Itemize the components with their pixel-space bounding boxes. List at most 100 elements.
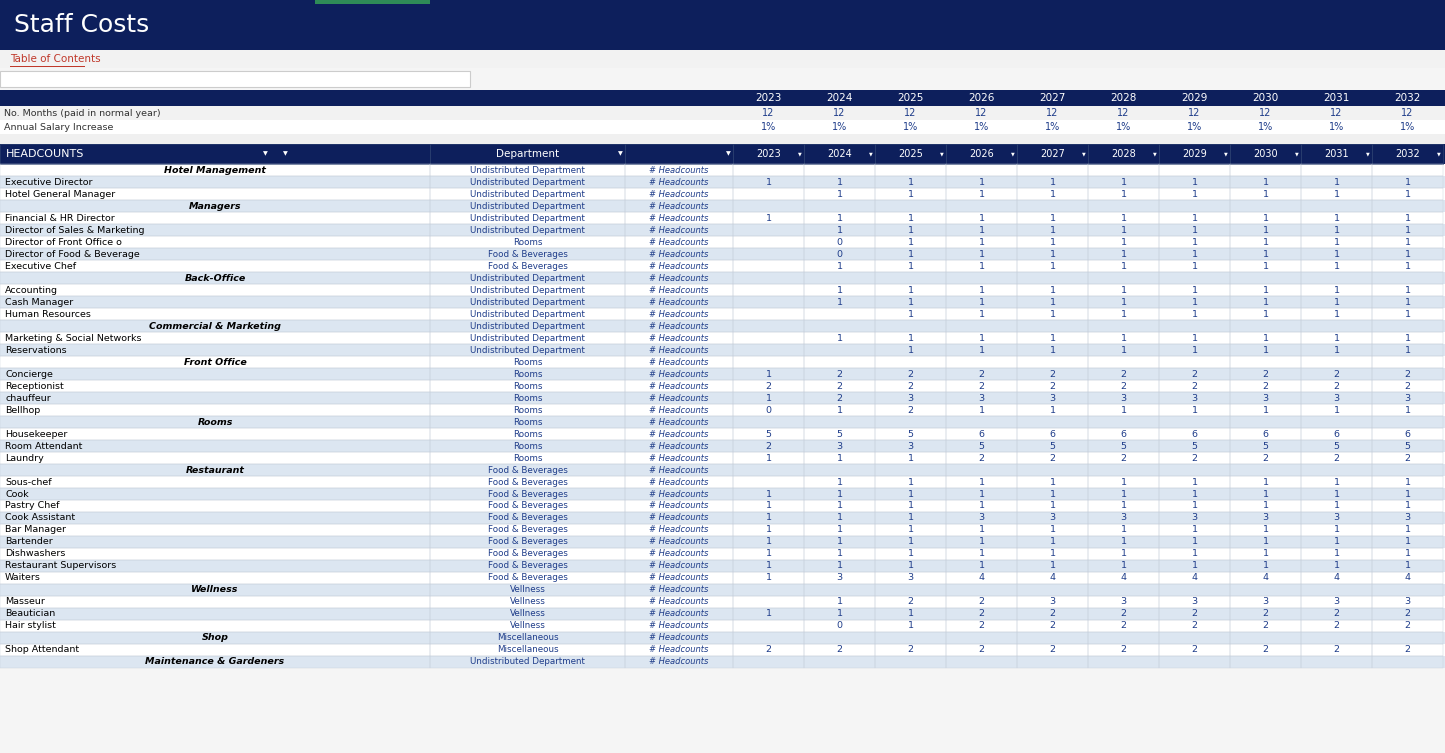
Bar — [733, 488, 803, 500]
Bar — [1017, 212, 1088, 224]
Text: 1: 1 — [1120, 249, 1127, 258]
Bar — [946, 236, 1017, 248]
Text: 1: 1 — [907, 178, 913, 187]
Bar — [0, 200, 431, 212]
Bar — [1230, 452, 1300, 464]
Text: 3: 3 — [1192, 514, 1198, 523]
Text: 1: 1 — [978, 237, 984, 246]
Text: 1%: 1% — [974, 122, 990, 132]
Bar — [876, 164, 946, 176]
Text: 1: 1 — [1120, 538, 1127, 547]
Text: 2: 2 — [1192, 382, 1198, 391]
Bar — [803, 632, 876, 644]
Bar — [1159, 440, 1230, 452]
Bar — [0, 560, 431, 572]
Text: 1: 1 — [978, 297, 984, 306]
Text: 1: 1 — [1334, 285, 1340, 294]
Bar — [626, 380, 733, 392]
Bar — [0, 260, 431, 272]
Bar — [0, 0, 1445, 50]
Text: 1: 1 — [837, 453, 842, 462]
Text: 1%: 1% — [832, 122, 847, 132]
Bar — [876, 452, 946, 464]
Text: 12: 12 — [975, 108, 988, 118]
Bar — [431, 428, 626, 440]
Bar — [733, 332, 803, 344]
Text: 1: 1 — [907, 501, 913, 511]
Bar — [1230, 512, 1300, 524]
Bar — [0, 68, 626, 90]
Text: Wellness: Wellness — [191, 586, 238, 595]
Bar — [0, 500, 1445, 512]
Bar — [1159, 144, 1230, 164]
Bar — [626, 236, 733, 248]
Bar — [1017, 644, 1088, 656]
Bar — [1088, 224, 1159, 236]
Bar — [1230, 284, 1300, 296]
Text: Food & Beverages: Food & Beverages — [487, 465, 568, 474]
Text: 1: 1 — [1049, 501, 1055, 511]
Text: 2: 2 — [1192, 453, 1198, 462]
Text: 2: 2 — [1120, 609, 1127, 618]
Text: Director of Food & Beverage: Director of Food & Beverage — [4, 249, 140, 258]
Bar — [1371, 464, 1444, 476]
Bar — [431, 308, 626, 320]
Bar — [803, 608, 876, 620]
Bar — [876, 356, 946, 368]
Bar — [876, 632, 946, 644]
Bar — [1371, 572, 1444, 584]
Text: 1%: 1% — [762, 122, 776, 132]
Text: 1: 1 — [978, 261, 984, 270]
Text: 2: 2 — [837, 394, 842, 403]
Bar — [0, 120, 1445, 134]
Bar — [626, 332, 733, 344]
Bar — [0, 452, 1445, 464]
Bar — [0, 308, 1445, 320]
Bar — [1017, 584, 1088, 596]
Bar — [1017, 440, 1088, 452]
Bar — [1230, 404, 1300, 416]
Text: 1: 1 — [1049, 526, 1055, 535]
Text: 1: 1 — [1334, 562, 1340, 571]
Text: Receptionist: Receptionist — [4, 382, 64, 391]
Bar — [1371, 356, 1444, 368]
Bar — [0, 188, 431, 200]
Text: Human Resources: Human Resources — [4, 309, 91, 319]
Bar — [946, 632, 1017, 644]
Text: 2023: 2023 — [756, 149, 780, 159]
Bar — [876, 416, 946, 428]
Bar — [1230, 524, 1300, 536]
Text: Undistributed Department: Undistributed Department — [470, 297, 585, 306]
Bar — [315, 0, 431, 4]
Text: 1: 1 — [1334, 309, 1340, 319]
Text: Undistributed Department: Undistributed Department — [470, 285, 585, 294]
Bar — [1371, 296, 1444, 308]
Text: 1: 1 — [1192, 285, 1198, 294]
Text: 3: 3 — [907, 394, 913, 403]
Text: 1: 1 — [1405, 562, 1410, 571]
Text: Cash Manager: Cash Manager — [4, 297, 74, 306]
Bar — [1017, 608, 1088, 620]
Bar — [431, 356, 626, 368]
Text: 2: 2 — [1120, 370, 1127, 379]
Bar — [1230, 656, 1300, 668]
Bar — [1088, 572, 1159, 584]
Bar — [946, 584, 1017, 596]
Bar — [1088, 644, 1159, 656]
Bar — [1300, 656, 1371, 668]
Bar — [803, 512, 876, 524]
Text: 1: 1 — [837, 514, 842, 523]
Text: 1: 1 — [766, 489, 772, 498]
Bar — [876, 620, 946, 632]
Bar — [1017, 392, 1088, 404]
Text: 2: 2 — [1049, 609, 1055, 618]
Text: 1: 1 — [978, 406, 984, 414]
Bar — [1371, 164, 1444, 176]
Text: 1: 1 — [1049, 190, 1055, 199]
Text: 1: 1 — [1334, 334, 1340, 343]
Bar — [876, 212, 946, 224]
Bar — [0, 368, 1445, 380]
Text: 1: 1 — [1263, 501, 1269, 511]
Bar — [626, 164, 733, 176]
Text: 3: 3 — [907, 441, 913, 450]
